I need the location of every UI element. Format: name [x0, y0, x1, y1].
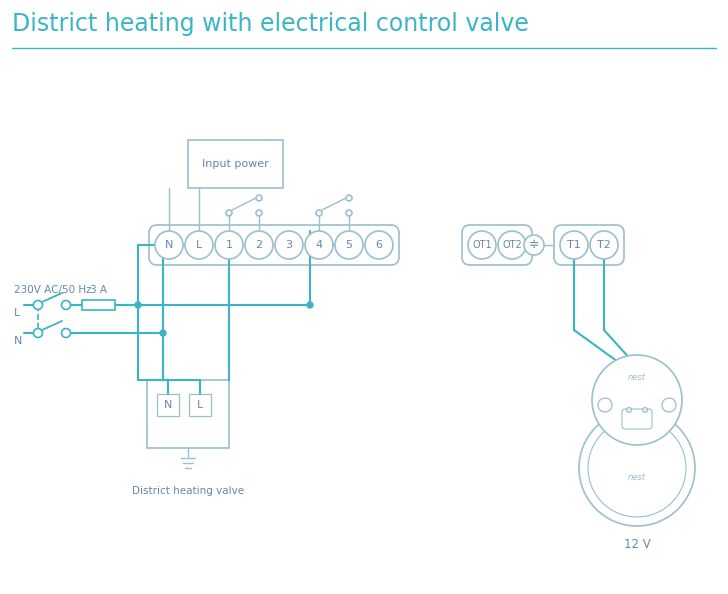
Circle shape	[245, 231, 273, 259]
Text: District heating valve: District heating valve	[132, 486, 244, 496]
Circle shape	[307, 302, 313, 308]
Text: L: L	[197, 400, 203, 410]
Text: 4: 4	[315, 240, 323, 250]
Circle shape	[155, 231, 183, 259]
Text: 6: 6	[376, 240, 382, 250]
Circle shape	[226, 210, 232, 216]
Circle shape	[627, 407, 631, 412]
Text: nest: nest	[628, 374, 646, 383]
Circle shape	[305, 231, 333, 259]
Bar	[189, 394, 211, 416]
Text: L: L	[196, 240, 202, 250]
Bar	[157, 394, 179, 416]
Bar	[147, 380, 229, 448]
Circle shape	[160, 330, 166, 336]
Circle shape	[215, 231, 243, 259]
Text: T1: T1	[567, 240, 581, 250]
Text: OT2: OT2	[502, 240, 522, 250]
Circle shape	[61, 328, 71, 337]
Circle shape	[598, 398, 612, 412]
Circle shape	[588, 419, 686, 517]
Text: T2: T2	[597, 240, 611, 250]
Text: 5: 5	[346, 240, 352, 250]
FancyBboxPatch shape	[462, 225, 532, 265]
Text: N: N	[164, 400, 173, 410]
FancyBboxPatch shape	[149, 225, 399, 265]
Text: 1: 1	[226, 240, 232, 250]
Text: District heating with electrical control valve: District heating with electrical control…	[12, 12, 529, 36]
Circle shape	[61, 301, 71, 309]
Circle shape	[643, 407, 647, 412]
Circle shape	[560, 231, 588, 259]
Text: nest: nest	[628, 473, 646, 482]
FancyBboxPatch shape	[622, 409, 652, 429]
Circle shape	[590, 231, 618, 259]
Text: 230V AC/50 Hz: 230V AC/50 Hz	[14, 285, 92, 295]
Text: 2: 2	[256, 240, 263, 250]
Circle shape	[135, 302, 141, 308]
Circle shape	[346, 195, 352, 201]
FancyBboxPatch shape	[554, 225, 624, 265]
Circle shape	[468, 231, 496, 259]
Bar	[188, 140, 283, 188]
Text: N: N	[165, 240, 173, 250]
Circle shape	[316, 210, 322, 216]
Text: 3: 3	[285, 240, 293, 250]
Circle shape	[365, 231, 393, 259]
Circle shape	[498, 231, 526, 259]
Text: L: L	[14, 308, 20, 318]
Circle shape	[524, 235, 544, 255]
Circle shape	[256, 210, 262, 216]
Text: 12 V: 12 V	[624, 538, 650, 551]
Circle shape	[662, 398, 676, 412]
Text: 3 A: 3 A	[90, 285, 107, 295]
Circle shape	[346, 210, 352, 216]
Text: OT1: OT1	[472, 240, 492, 250]
Circle shape	[335, 231, 363, 259]
Circle shape	[275, 231, 303, 259]
Text: N: N	[14, 336, 23, 346]
Circle shape	[256, 195, 262, 201]
Bar	[82, 300, 115, 310]
Circle shape	[592, 355, 682, 445]
Text: ≑: ≑	[529, 239, 539, 251]
Circle shape	[33, 328, 42, 337]
Circle shape	[185, 231, 213, 259]
Text: Input power: Input power	[202, 159, 269, 169]
Circle shape	[33, 301, 42, 309]
Circle shape	[579, 410, 695, 526]
